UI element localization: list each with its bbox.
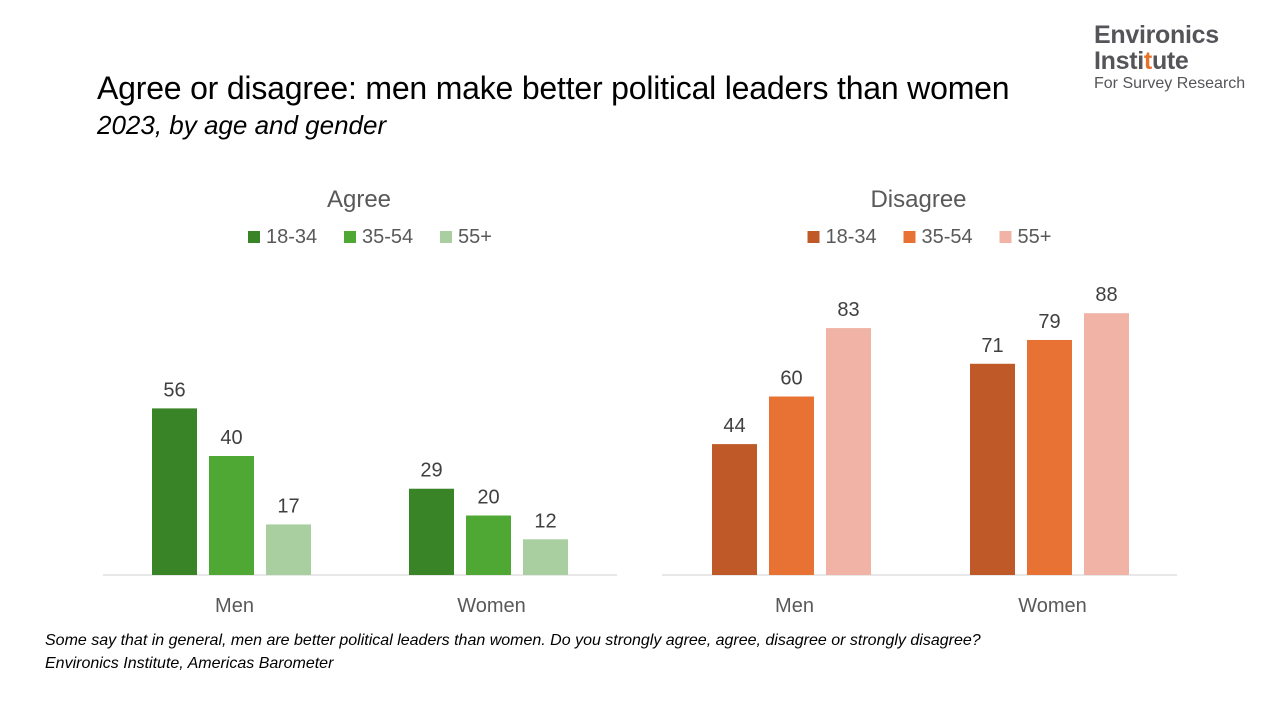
disagree-data-label-men-55+: 83 <box>837 299 859 321</box>
agree-data-label-men-35-54: 40 <box>220 427 242 449</box>
agree-bar-men-18-34 <box>152 408 197 575</box>
agree-chart-title: Agree <box>327 186 391 213</box>
agree-bar-women-18-34 <box>409 488 454 575</box>
disagree-legend-label-35-54: 35-54 <box>922 226 973 248</box>
agree-legend-label-55+: 55+ <box>458 226 492 248</box>
agree-category-label-men: Men <box>215 595 254 617</box>
disagree-category-label-women: Women <box>1018 595 1087 617</box>
disagree-legend-label-55+: 55+ <box>1018 226 1052 248</box>
agree-legend-swatch-18-34 <box>248 231 260 243</box>
disagree-bar-men-35-54 <box>769 396 814 575</box>
agree-data-label-women-55+: 12 <box>534 510 556 532</box>
disagree-legend-swatch-18-34 <box>807 231 820 243</box>
agree-data-label-women-35-54: 20 <box>477 487 499 509</box>
page-title: Agree or disagree: men make better polit… <box>97 70 1010 106</box>
disagree-data-label-men-35-54: 60 <box>780 368 802 390</box>
disagree-bar-men-55+ <box>826 328 871 575</box>
agree-category-label-women: Women <box>457 595 526 617</box>
agree-legend-swatch-35-54 <box>344 231 356 243</box>
agree-bar-women-55+ <box>523 539 568 575</box>
logo-text-environics: Environics <box>1094 21 1219 49</box>
disagree-data-label-women-18-34: 71 <box>981 335 1003 357</box>
disagree-bar-women-35-54 <box>1027 339 1072 575</box>
agree-data-label-men-55+: 17 <box>277 495 299 517</box>
logo-text-tagline: For Survey Research <box>1094 75 1246 92</box>
disagree-legend-label-18-34: 18-34 <box>826 226 877 248</box>
footnote-question: Some say that in general, men are better… <box>45 632 981 649</box>
disagree-data-label-men-18-34: 44 <box>723 415 745 437</box>
agree-legend-label-35-54: 35-54 <box>362 226 413 248</box>
agree-legend-swatch-55+ <box>440 231 452 243</box>
disagree-data-label-women-35-54: 79 <box>1038 311 1060 333</box>
disagree-bar-women-55+ <box>1084 313 1129 575</box>
disagree-bar-women-18-34 <box>970 363 1015 575</box>
disagree-legend-swatch-35-54 <box>903 231 916 243</box>
disagree-category-label-men: Men <box>775 595 814 617</box>
agree-bar-men-35-54 <box>209 456 254 575</box>
footnote-source: Environics Institute, Americas Barometer <box>45 655 334 672</box>
agree-data-label-men-18-34: 56 <box>163 379 185 401</box>
disagree-bar-men-18-34 <box>712 444 757 575</box>
logo-text-institute: Institute <box>1094 47 1189 75</box>
page-subtitle: 2023, by age and gender <box>97 110 387 140</box>
agree-data-label-women-18-34: 29 <box>420 460 442 482</box>
disagree-chart-title: Disagree <box>870 186 966 213</box>
disagree-data-label-women-55+: 88 <box>1095 284 1117 306</box>
agree-bar-men-55+ <box>266 524 311 575</box>
agree-legend-label-18-34: 18-34 <box>266 226 317 248</box>
agree-bar-women-35-54 <box>466 515 511 575</box>
environics-logo: Environics Institute For Survey Research <box>1094 22 1264 94</box>
disagree-legend-swatch-55+ <box>999 231 1012 243</box>
